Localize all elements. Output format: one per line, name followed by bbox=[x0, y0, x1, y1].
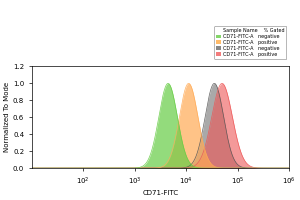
Y-axis label: Normalized To Mode: Normalized To Mode bbox=[4, 82, 10, 152]
X-axis label: CD71-FITC: CD71-FITC bbox=[142, 190, 178, 196]
Legend: Sample Name    % Gated, CD71-FITC-A   negative, CD71-FITC-A   positive, CD71-FIT: Sample Name % Gated, CD71-FITC-A negativ… bbox=[214, 26, 286, 59]
